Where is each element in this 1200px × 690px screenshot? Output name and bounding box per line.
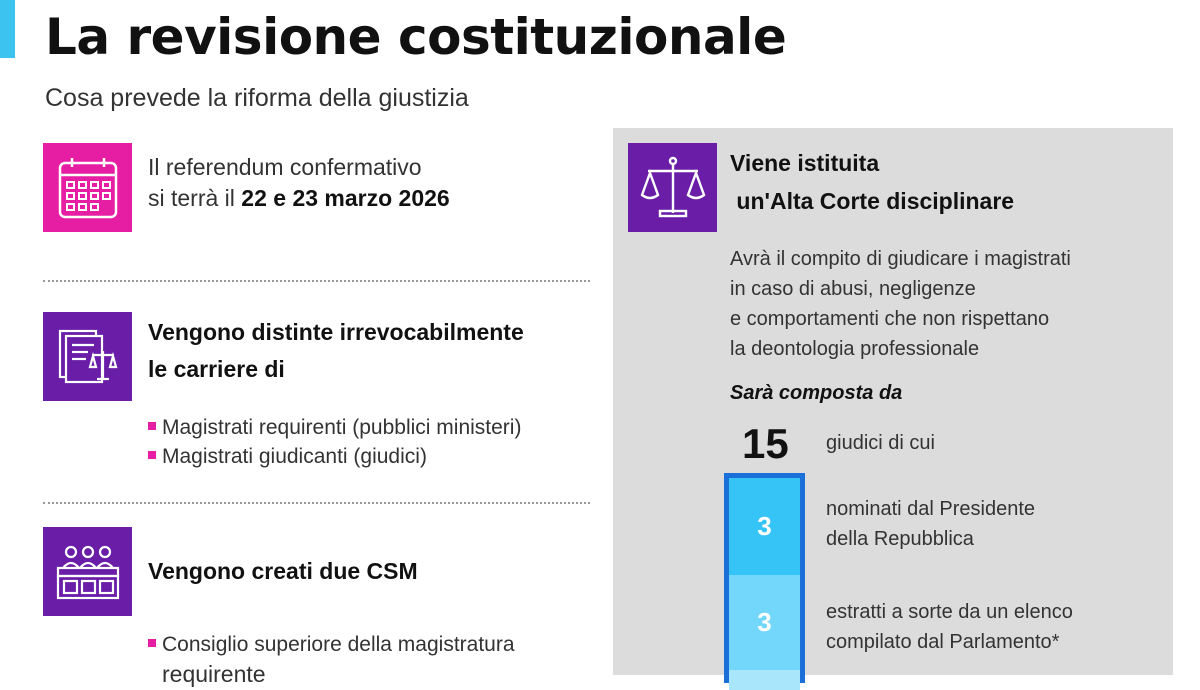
carriere-title: Vengono distinte irrevocabilmente le car… [148, 314, 524, 388]
total-judges: 15 [742, 420, 789, 467]
desc-line: Avrà il compito di giudicare i magistrat… [730, 248, 1071, 270]
carriere-title-line1: Vengono distinte irrevocabilmente [148, 319, 524, 345]
csm-list: Consiglio superiore della magistratura r… [148, 630, 515, 690]
composition-bar: 3 3 [724, 473, 805, 690]
segment-president: 3 [729, 478, 800, 575]
list-item: Consiglio superiore della magistratura [148, 630, 515, 659]
accent-bar [0, 0, 15, 58]
desc-line: e comportamenti che non rispettano [730, 308, 1050, 330]
council-icon [43, 527, 132, 616]
list-item: Magistrati requirenti (pubblici minister… [148, 413, 521, 442]
alta-corte-title: Viene istituita un'Alta Corte disciplina… [730, 144, 1014, 220]
carriere-list: Magistrati requirenti (pubblici minister… [148, 413, 521, 471]
segment-label-president: nominati dal Presidente della Repubblica [826, 494, 1035, 554]
segment-label-line: compilato dal Parlamento* [826, 631, 1060, 653]
segment-label-line: estratti a sorte da un elenco [826, 601, 1073, 623]
segment-label-line: della Repubblica [826, 528, 974, 550]
alta-corte-description: Avrà il compito di giudicare i magistrat… [730, 244, 1071, 364]
csm-title: Vengono creati due CSM [148, 558, 418, 584]
divider [43, 502, 590, 504]
alta-corte-title-line1: Viene istituita [730, 150, 880, 176]
documents-scales-icon [43, 312, 132, 401]
page-subtitle: Cosa prevede la riforma della giustizia [45, 84, 469, 112]
referendum-line1: Il referendum confermativo [148, 154, 422, 180]
referendum-date: 22 e 23 marzo 2026 [241, 185, 450, 211]
total-label: giudici di cui [826, 432, 935, 454]
referendum-text: Il referendum confermativo si terrà il 2… [148, 152, 450, 214]
alta-corte-title-line2: un'Alta Corte disciplinare [730, 188, 1015, 214]
segment-next [729, 670, 800, 690]
referendum-prefix: si terrà il [148, 185, 242, 211]
page-title: La revisione costituzionale [45, 8, 787, 66]
list-item: Magistrati giudicanti (giudici) [148, 442, 521, 471]
referendum-line2: si terrà il 22 e 23 marzo 2026 [148, 183, 450, 214]
segment-label-line: nominati dal Presidente [826, 498, 1036, 520]
divider [43, 280, 590, 282]
composed-label: Sarà composta da [730, 382, 903, 404]
calendar-icon [43, 143, 132, 232]
scales-icon [628, 143, 717, 232]
segment-parliament: 3 [729, 575, 800, 670]
desc-line: la deontologia professionale [730, 338, 980, 360]
segment-label-parliament: estratti a sorte da un elenco compilato … [826, 597, 1073, 657]
carriere-title-line2: le carriere di [148, 356, 285, 382]
desc-line: in caso di abusi, negligenze [730, 278, 976, 300]
